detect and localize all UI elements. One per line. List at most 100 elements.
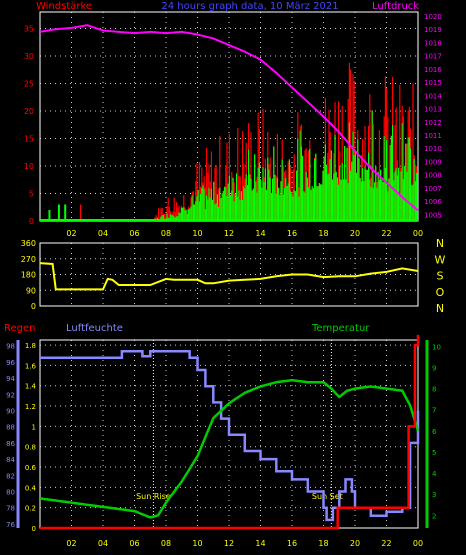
pressure-tick-label: 1006 xyxy=(424,198,442,206)
time-tick-label: 22 xyxy=(381,229,391,238)
time-tick-label: 00 xyxy=(413,539,423,548)
compass-label: O xyxy=(436,286,445,299)
time-tick-label: 16 xyxy=(287,539,297,548)
time-tick-label: 06 xyxy=(129,539,139,548)
direction-tick-label: 0 xyxy=(31,302,36,311)
rain-axis-title: Regen xyxy=(4,323,36,334)
wind-tick-label: 5 xyxy=(29,190,34,199)
time-tick-label: 08 xyxy=(161,229,171,238)
pressure-tick-label: 1011 xyxy=(424,132,442,140)
rain-tick-label: 0.8 xyxy=(25,444,36,452)
pressure-tick-label: 1014 xyxy=(424,92,442,100)
direction-tick-label: 180 xyxy=(21,271,36,280)
rain-tick-label: 1.8 xyxy=(25,342,36,350)
wind-tick-label: 30 xyxy=(24,52,34,61)
rain-tick-label: 0.2 xyxy=(25,505,36,513)
humidity-tick-label: 94 xyxy=(6,375,15,383)
sunrise-annotation: Sun Rise xyxy=(136,492,171,501)
time-tick-label: 20 xyxy=(350,539,360,548)
pressure-tick-label: 1007 xyxy=(424,185,442,193)
pressure-line xyxy=(39,24,419,212)
pressure-tick-label: 1013 xyxy=(424,106,442,114)
pressure-tick-label: 1008 xyxy=(424,172,442,180)
temperature-tick-label: 2 xyxy=(432,512,436,520)
time-tick-label: 06 xyxy=(129,229,139,238)
compass-label: W xyxy=(435,253,446,266)
time-tick-label: 10 xyxy=(192,539,202,548)
temperature-tick-label: 6 xyxy=(432,428,437,436)
wind-tick-label: 0 xyxy=(29,217,34,226)
pressure-tick-label: 1009 xyxy=(424,158,442,166)
pressure-tick-label: 1017 xyxy=(424,53,442,61)
humidity-tick-label: 98 xyxy=(6,343,15,351)
pressure-tick-label: 1018 xyxy=(424,39,442,47)
time-tick-label: 02 xyxy=(66,539,76,548)
temperature-line xyxy=(39,378,420,519)
direction-tick-label: 270 xyxy=(21,255,36,264)
pressure-axis-title: Luftdruck xyxy=(372,1,419,12)
temperature-tick-label: 9 xyxy=(432,364,436,372)
humidity-tick-label: 82 xyxy=(6,472,15,480)
humidity-tick-label: 80 xyxy=(6,489,15,497)
temperature-tick-label: 7 xyxy=(432,407,436,415)
humidity-tick-label: 90 xyxy=(6,408,15,416)
rain-line xyxy=(40,334,420,530)
time-tick-label: 04 xyxy=(98,229,108,238)
humidity-tick-label: 96 xyxy=(6,359,15,367)
pressure-tick-label: 1010 xyxy=(424,145,442,153)
time-tick-label: 08 xyxy=(161,539,171,548)
wind-tick-label: 35 xyxy=(24,25,34,34)
direction-tick-label: 90 xyxy=(26,286,36,295)
pressure-tick-label: 1016 xyxy=(424,66,442,74)
humidity-tick-label: 78 xyxy=(6,505,15,513)
compass-label: N xyxy=(436,302,444,315)
time-tick-label: 18 xyxy=(318,539,328,548)
rain-tick-label: 0 xyxy=(32,525,36,533)
pressure-tick-label: 1019 xyxy=(424,26,442,34)
direction-line xyxy=(39,262,419,291)
rain-tick-label: 1.2 xyxy=(25,403,36,411)
rain-tick-label: 1 xyxy=(32,423,36,431)
wind-tick-label: 10 xyxy=(24,162,34,171)
temperature-tick-label: 4 xyxy=(432,470,437,478)
time-tick-label: 10 xyxy=(192,229,202,238)
temperature-tick-label: 5 xyxy=(432,449,436,457)
temperature-tick-label: 10 xyxy=(432,343,441,351)
temperature-axis-title: Temperatur xyxy=(311,323,370,334)
wind-tick-label: 20 xyxy=(24,107,34,116)
time-tick-label: 20 xyxy=(350,229,360,238)
direction-tick-label: 360 xyxy=(21,239,36,248)
rain-tick-label: 0.4 xyxy=(25,484,37,492)
rain-tick-label: 1.4 xyxy=(25,383,37,391)
humidity-line xyxy=(40,350,420,522)
pressure-tick-label: 1012 xyxy=(424,119,442,127)
humidity-axis-title: Luftfeuchte xyxy=(66,323,123,334)
compass-label: N xyxy=(436,237,444,250)
time-tick-label: 14 xyxy=(255,539,265,548)
pressure-tick-label: 1005 xyxy=(424,211,442,219)
humidity-tick-label: 84 xyxy=(6,456,15,464)
humidity-tick-label: 92 xyxy=(6,391,15,399)
humidity-tick-label: 76 xyxy=(6,521,15,529)
time-tick-label: 18 xyxy=(318,229,328,238)
time-tick-label: 22 xyxy=(381,539,391,548)
pressure-tick-label: 1020 xyxy=(424,13,442,21)
time-tick-label: 12 xyxy=(224,539,234,548)
wind-axis-title: Windstärke xyxy=(36,1,92,12)
wind-tick-label: 15 xyxy=(24,135,34,144)
temperature-tick-label: 8 xyxy=(432,386,436,394)
pressure-tick-label: 1015 xyxy=(424,79,442,87)
temperature-tick-label: 3 xyxy=(432,491,436,499)
time-tick-label: 12 xyxy=(224,229,234,238)
chart-title: 24 hours graph data, 10 März 2021 xyxy=(161,1,338,12)
time-tick-label: 16 xyxy=(287,229,297,238)
rain-tick-label: 0.6 xyxy=(25,464,37,472)
compass-label: S xyxy=(437,270,444,283)
time-tick-label: 04 xyxy=(98,539,108,548)
time-tick-label: 00 xyxy=(413,229,423,238)
sunset-annotation: Sun Set xyxy=(312,492,343,501)
time-tick-label: 14 xyxy=(255,229,265,238)
humidity-tick-label: 86 xyxy=(6,440,15,448)
